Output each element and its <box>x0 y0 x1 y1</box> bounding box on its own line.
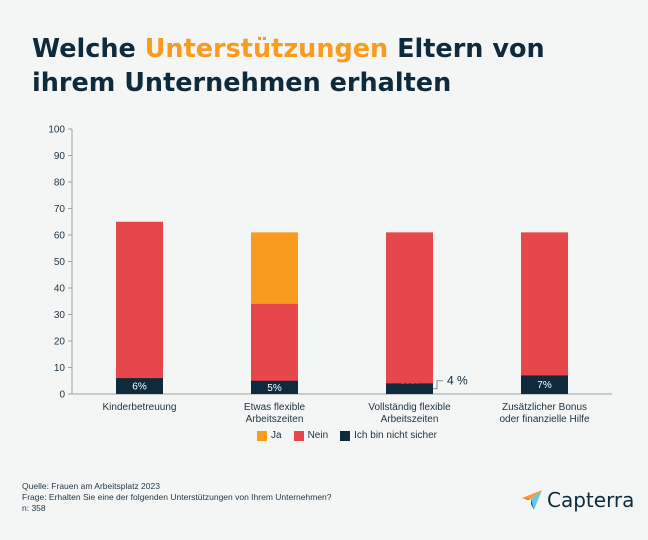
data-label-ich-bin-nicht-sicher: 7% <box>537 380 552 391</box>
x-category-label-line: oder finanzielle Hilfe <box>499 414 589 425</box>
x-category-label-line: Arbeitszeiten <box>246 414 304 425</box>
data-label-ich-bin-nicht-sicher: 5% <box>267 383 282 394</box>
data-label-ich-bin-nicht-sicher: 6% <box>132 382 147 393</box>
footer-source: Quelle: Frauen am Arbeitsplatz 2023 <box>22 481 160 491</box>
bar-segment-ich-bin-nicht-sicher <box>521 375 568 394</box>
legend-swatch-unsure <box>340 430 351 441</box>
capterra-logo: Capterra <box>521 488 634 512</box>
title-highlight: Unterstützungen <box>144 34 389 64</box>
x-category-label-line: Arbeitszeiten <box>381 414 439 425</box>
callout-2: 4 % <box>433 374 468 390</box>
y-tick-label: 60 <box>54 231 66 242</box>
legend-swatch-nein <box>293 430 304 441</box>
chart-title: Welche Unterstützungen Eltern von ihrem … <box>32 32 622 100</box>
footer-question: Frage: Erhalten Sie eine der folgenden U… <box>22 492 332 502</box>
bar-segment-nein <box>116 221 163 394</box>
callout-line <box>433 380 443 390</box>
footer-sample-size: n: 358 <box>22 503 46 513</box>
y-tick-label: 90 <box>54 151 66 162</box>
y-tick-label: 20 <box>54 337 66 348</box>
legend-item-unsure: Ich bin nicht sicher <box>340 430 437 441</box>
legend-label-nein: Nein <box>307 430 329 441</box>
x-category-label-line: Kinderbetreuung <box>103 402 177 413</box>
y-tick-label: 80 <box>54 178 66 189</box>
x-category-label-line: Zusätzlicher Bonus <box>502 402 587 413</box>
bar-segment-ich-bin-nicht-sicher <box>386 383 433 394</box>
x-category-label: Zusätzlicher Bonus oder finanzielle Hilfe <box>499 402 589 425</box>
bar-segment-nein <box>251 303 298 394</box>
x-category-label: Etwas flexible Arbeitszeiten <box>244 402 306 425</box>
y-tick-label: 0 <box>59 390 65 401</box>
y-tick-label: 50 <box>54 257 66 268</box>
legend-label-ja: Ja <box>271 430 282 441</box>
y-tick-label: 10 <box>54 363 66 374</box>
title-part1: Welche <box>32 34 145 64</box>
x-category-label-line: Vollständig flexible <box>368 402 451 413</box>
legend-item-nein: Nein <box>293 430 329 441</box>
y-tick-label: 30 <box>54 310 66 321</box>
y-tick-label: 100 <box>48 125 65 136</box>
title-part2: Eltern von ihrem Unternehmen erhalten <box>32 34 545 98</box>
legend-label-unsure: Ich bin nicht sicher <box>354 430 437 441</box>
legend-item-ja: Ja <box>257 430 282 441</box>
bar-segment-ich-bin-nicht-sicher <box>251 380 298 394</box>
footer-notes: Quelle: Frauen am Arbeitsplatz 2023 Frag… <box>22 481 332 514</box>
y-tick-label: 40 <box>54 284 66 295</box>
capterra-wordmark: Capterra <box>547 488 635 512</box>
x-category-label: Vollständig flexible Arbeitszeiten <box>368 402 451 425</box>
y-tick-label: 70 <box>54 204 66 215</box>
legend: Ja Nein Ich bin nicht sicher <box>257 430 437 441</box>
legend-swatch-ja <box>257 430 267 441</box>
bar-segment-ich-bin-nicht-sicher <box>116 378 163 394</box>
x-category-label: Kinderbetreuung <box>103 402 177 413</box>
bar-segment-nein <box>521 232 568 394</box>
x-category-label-line: Etwas flexible <box>244 402 306 413</box>
data-label-unsure: 4 % <box>447 374 468 388</box>
capterra-arrow-icon <box>522 490 542 510</box>
bar-segment-nein <box>386 232 433 394</box>
